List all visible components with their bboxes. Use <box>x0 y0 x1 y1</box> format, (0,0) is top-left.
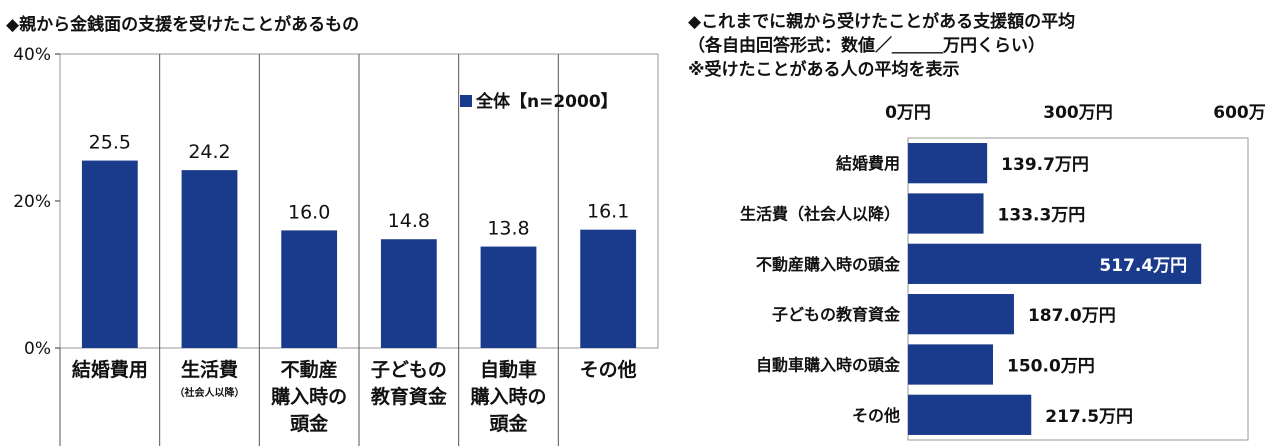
category-label: 自動車購入時の頭金 <box>756 356 901 375</box>
data-label: 150.0万円 <box>1007 357 1095 377</box>
category-label: 生活費（社会人以降） <box>740 205 900 224</box>
left-chart-title: ◆親から金銭面の支援を受けたことがあるもの <box>6 15 360 35</box>
category-label: 不動産購入時の頭金 <box>756 255 901 274</box>
bar <box>81 160 138 348</box>
data-label: 517.4万円 <box>1099 256 1187 276</box>
bar <box>908 294 1014 335</box>
right-chart-title: ◆これまでに親から受けたことがある支援額の平均 （各自由回答形式：数値／＿＿＿万… <box>688 10 1075 82</box>
left-bar-chart: 0% 20% 40% 25.5 結婚費用 24.2 生活費 （社会人以降） 16.0 不動産購入時… <box>13 45 659 446</box>
category-label: 教育資金 <box>371 385 448 408</box>
bar <box>908 243 1202 284</box>
data-label: 139.7万円 <box>1001 155 1089 175</box>
data-label: 217.5万円 <box>1045 407 1133 427</box>
right-title-line-2: （各自由回答形式：数値／＿＿＿万円くらい） <box>688 36 1045 56</box>
category-label: 生活費 <box>181 358 238 381</box>
category-label: 購入時の <box>271 385 347 408</box>
bar <box>908 344 993 385</box>
category-label: 子どもの教育資金 <box>772 305 901 324</box>
category-note: （社会人以降） <box>175 386 245 399</box>
data-label: 16.0 <box>288 201 330 223</box>
bar <box>181 170 238 348</box>
x-tick-label: 0万円 <box>885 103 931 123</box>
data-label: 25.5 <box>89 132 131 154</box>
y-tick-label: 20% <box>13 192 51 212</box>
category-label: 頭金 <box>489 412 528 435</box>
y-tick-label: 0% <box>24 339 51 359</box>
bar <box>281 230 338 348</box>
bar <box>908 193 984 234</box>
bar <box>580 229 637 348</box>
bar <box>380 239 437 348</box>
category-label: 結婚費用 <box>836 154 900 173</box>
data-label: 24.2 <box>188 141 230 163</box>
data-label: 13.8 <box>487 218 529 240</box>
plot-area <box>907 137 1249 441</box>
data-label: 187.0万円 <box>1028 306 1116 326</box>
category-label: 自動車 <box>480 358 537 381</box>
data-label: 16.1 <box>587 201 629 223</box>
category-label: 頭金 <box>290 412 329 435</box>
x-tick-label: 300万円 <box>1043 103 1113 123</box>
x-tick-label: 600万円 <box>1213 103 1266 123</box>
category-label: 結婚費用 <box>72 358 148 381</box>
legend-swatch <box>460 95 472 107</box>
category-label: その他 <box>580 358 637 381</box>
data-label: 14.8 <box>388 210 430 232</box>
category-label: 子どもの <box>371 359 447 381</box>
category-label: その他 <box>852 406 900 425</box>
data-label: 133.3万円 <box>998 206 1086 226</box>
category-label: 不動産 <box>281 358 338 381</box>
y-tick-label: 40% <box>13 45 51 65</box>
bar <box>908 143 988 184</box>
category-label: 購入時の <box>470 385 546 408</box>
right-title-line-1: ◆これまでに親から受けたことがある支援額の平均 <box>688 12 1076 32</box>
right-title-line-3: ※受けたことがある人の平均を表示 <box>688 60 960 80</box>
legend-label: 全体【n=2000】 <box>475 91 618 112</box>
bar <box>480 246 537 348</box>
bar <box>908 394 1032 435</box>
